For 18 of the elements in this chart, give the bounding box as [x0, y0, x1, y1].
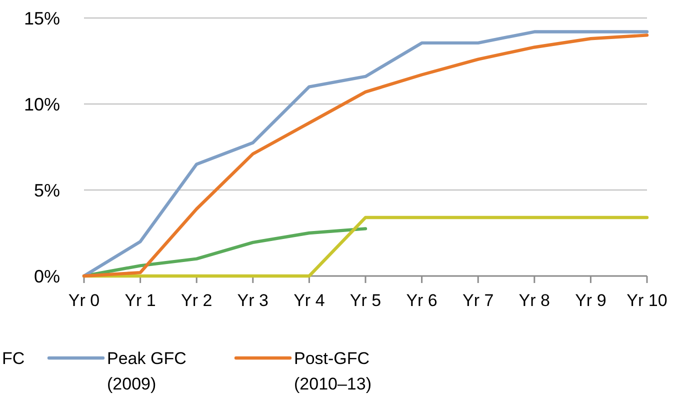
y-tick-label: 15% — [24, 8, 60, 28]
legend-label: Post-GFC (2010–13) — [294, 348, 372, 394]
text: FC — [2, 348, 25, 368]
y-tick-label: 0% — [34, 266, 60, 286]
x-tick-label: Yr 9 — [575, 291, 606, 310]
x-tick-label: Yr 10 — [626, 291, 668, 310]
y-tick-label: 10% — [24, 94, 60, 114]
x-tick-label: Yr 8 — [518, 291, 550, 310]
y-tick-label: 5% — [34, 180, 60, 200]
x-tick-label: Yr 3 — [237, 291, 268, 310]
x-tick-label: Yr 4 — [294, 291, 325, 310]
x-tick-label: Yr 2 — [181, 291, 212, 310]
x-tick-label: Yr 1 — [124, 291, 156, 310]
legend-label: Peak GFC (2009) — [107, 348, 186, 394]
x-tick-label: Yr 0 — [68, 291, 100, 310]
x-tick-label: Yr 5 — [350, 291, 382, 310]
x-tick-label: Yr 7 — [462, 291, 494, 310]
x-tick-label: Yr 6 — [406, 291, 438, 310]
